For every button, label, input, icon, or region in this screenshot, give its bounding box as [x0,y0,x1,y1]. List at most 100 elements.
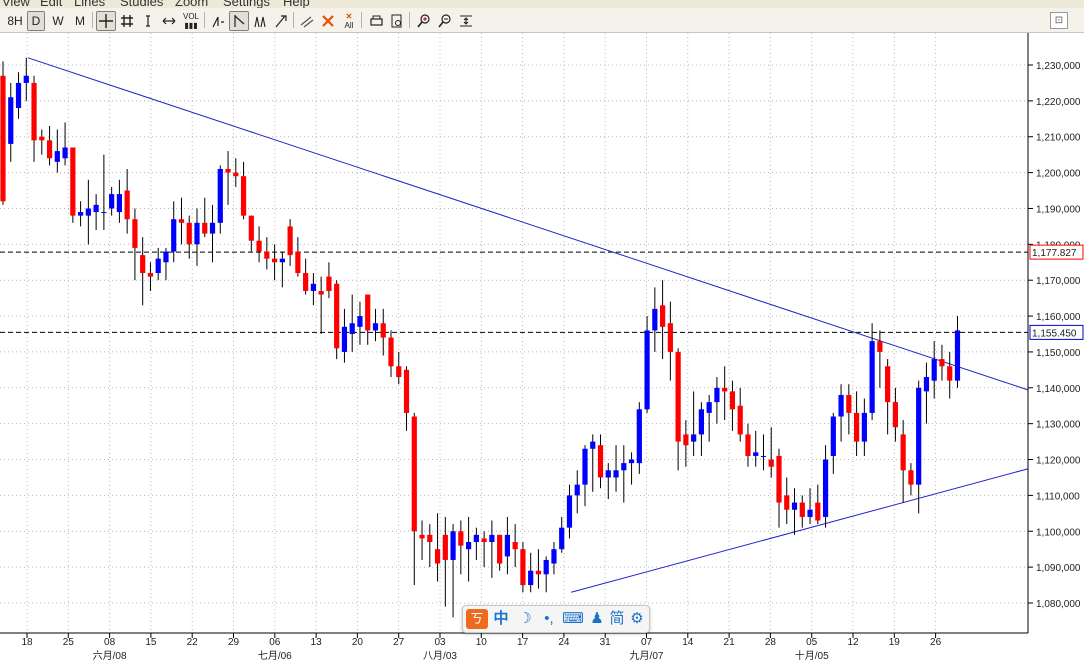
x-tick-label: 29 [228,637,240,648]
candle-body [186,222,192,245]
candle [776,448,782,528]
candle [303,258,309,295]
menu-studies[interactable]: Studies [120,0,164,8]
candle-body [768,459,774,467]
fibonacci-icon[interactable] [271,11,291,31]
x-tick-label: 20 [352,637,364,648]
ime-chinese-mode[interactable]: 中 [493,610,509,627]
ime-simplified-toggle[interactable]: 简 [609,610,625,627]
candle-body [644,330,650,410]
crosshair-icon[interactable] [96,11,116,31]
x-tick-label: 08 [104,637,116,648]
cursor-icon[interactable] [138,11,158,31]
delete-all-icon[interactable]: ✕ All [344,12,354,30]
pen-icon[interactable] [297,11,317,31]
x-tick-label: 14 [682,637,694,648]
y-tick-label: 1,080,000 [1036,599,1081,610]
period-d-button[interactable]: D [27,11,45,31]
candle [551,542,557,575]
ime-settings-icon[interactable]: ⚙ [630,610,644,627]
menu-view[interactable]: View [2,0,30,8]
pen-icon-glyph [300,16,314,28]
candle [163,247,169,281]
x-tick-label: 19 [889,637,901,648]
menu-settings[interactable]: Settings [223,0,270,8]
candle [287,219,293,266]
candle [318,276,324,334]
grid-icon[interactable] [117,11,137,31]
line-icon[interactable] [208,11,228,31]
candle [667,301,673,381]
zoom-out-icon[interactable] [435,11,455,31]
candle-body [497,534,503,564]
candle [760,434,767,471]
candle [753,430,759,467]
y-tick-label: 1,120,000 [1036,456,1081,467]
delete-icon[interactable] [318,11,338,31]
fork-icon[interactable] [250,11,270,31]
candle-body [388,337,394,367]
trendline-icon[interactable] [229,11,249,31]
candle-body [233,172,239,177]
candle-body [46,140,53,159]
volume-icon[interactable]: VOL ▮▮▮ [182,12,199,30]
candle-body [807,509,813,517]
candle-body [54,151,60,162]
month-label: 七月/06 [258,650,292,661]
y-tick-label: 1,200,000 [1036,169,1081,180]
crosshair-icon-glyph [99,14,113,28]
menu-help[interactable]: Help [283,0,310,8]
candle-body [954,330,961,381]
x-tick-label: 27 [393,637,405,648]
menu-edit[interactable]: Edit [40,0,63,8]
delete-all-label: All [344,21,354,30]
price-chart[interactable]: 1,230,000 1,220,000 1,210,000 1,200,000 1,19… [0,33,1084,661]
menu-zoom[interactable]: Zoom [175,0,209,8]
candle [745,423,751,467]
candle [559,516,565,553]
candle-body [194,222,200,245]
ime-logo-icon[interactable]: ㄎ [466,609,488,629]
print-icon[interactable] [366,11,386,31]
zoom-out-icon-glyph [438,14,451,28]
candle-body [434,549,441,564]
menu-lines[interactable]: Lines [74,0,106,8]
candle-body [590,441,596,449]
period-m-button[interactable]: M [75,14,85,28]
candle-body [256,240,262,252]
candle-body [698,409,704,435]
candle-body [163,251,169,263]
zoom-in-icon[interactable] [414,11,434,31]
month-label: 六月/08 [93,650,127,661]
candle-body [784,495,790,510]
period-8h-button[interactable]: 8H [7,14,23,28]
fit-icon[interactable] [456,11,476,31]
ime-mic-icon[interactable]: ♟ [590,610,604,627]
candle-body [39,136,45,141]
ime-punctuation-icon[interactable]: •, [544,610,554,627]
x-tick-label: 18 [21,637,33,648]
candle [450,524,456,618]
candle [403,366,410,431]
preview-icon[interactable] [387,11,407,31]
ime-moon-icon[interactable]: ☽ [518,610,532,627]
candle [768,427,774,478]
candle [233,158,239,187]
pin-icon[interactable]: ⊡ [1050,12,1068,29]
candle [706,394,712,442]
candle-body [279,258,285,263]
candle [939,344,945,381]
menu-bar: View Edit Lines Studies Zoom Settings He… [0,0,1084,8]
candle [815,484,821,525]
scroll-icon[interactable] [159,11,179,31]
candle [78,201,84,227]
candle [419,520,425,560]
x-tick-label: 07 [641,637,653,648]
candle-body [854,412,860,442]
ime-keyboard-icon[interactable]: ⌨ [562,610,584,627]
candle [124,169,130,234]
candle-body [683,434,689,446]
candle-body [923,377,930,392]
candle [279,251,285,288]
period-w-button[interactable]: W [52,14,64,28]
